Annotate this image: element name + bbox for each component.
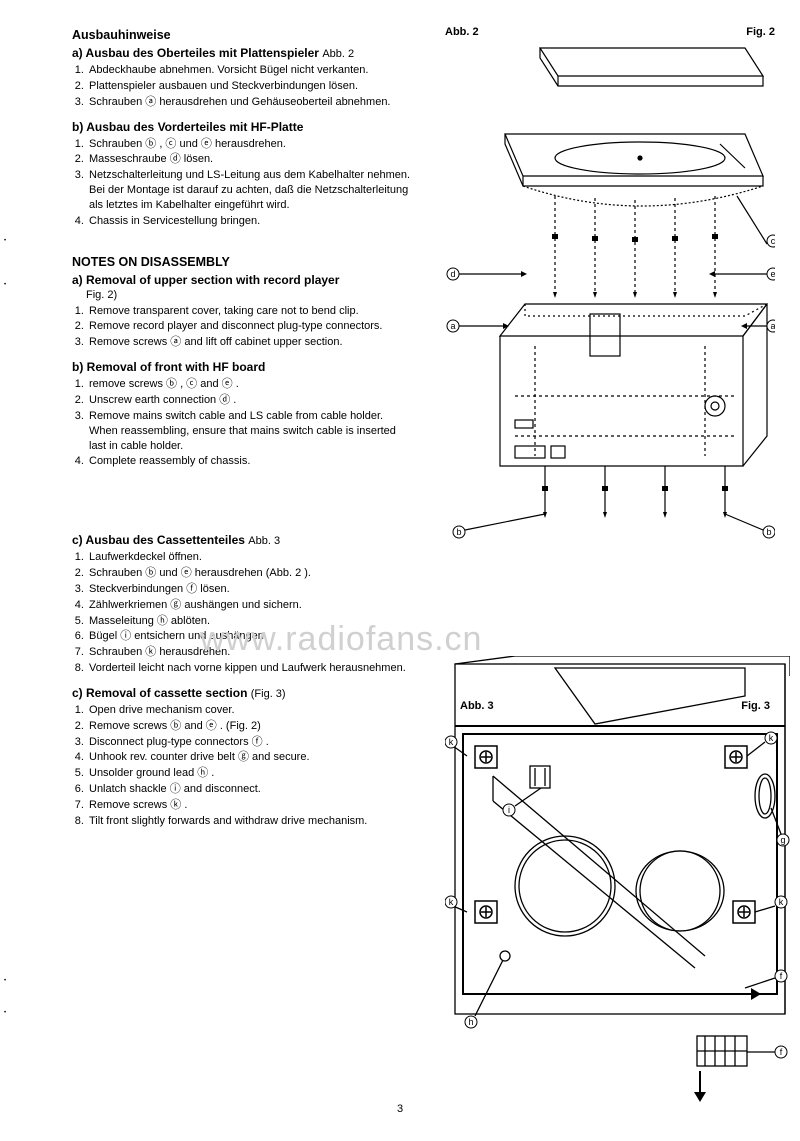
scan-mark: •	[4, 282, 6, 288]
svg-text:h: h	[468, 1017, 473, 1027]
figure-3-svg: k k k k i g h f f	[445, 656, 790, 1136]
svg-text:c: c	[771, 236, 775, 246]
heading-de-c-ref: Abb. 3	[248, 535, 280, 547]
scan-mark: •	[4, 978, 6, 984]
svg-text:b: b	[456, 527, 461, 537]
heading-de-a: a) Ausbau des Oberteiles mit Plattenspie…	[72, 46, 412, 60]
svg-text:k: k	[779, 897, 784, 907]
heading-en-a: a) Removal of upper section with record …	[72, 273, 412, 301]
svg-text:b: b	[766, 527, 771, 537]
text-column: Ausbauhinweise a) Ausbau des Oberteiles …	[72, 28, 412, 839]
list-de-b: Schrauben ⓑ , ⓒ und ⓔ herausdrehen. Mass…	[72, 137, 412, 229]
heading-de-main: Ausbauhinweise	[72, 28, 412, 42]
heading-en-c-ref: (Fig. 3)	[251, 688, 286, 700]
svg-text:i: i	[508, 805, 510, 815]
svg-text:k: k	[449, 897, 454, 907]
list-item: Laufwerkdeckel öffnen.	[87, 550, 412, 565]
heading-en-a-text: a) Removal of upper section with record …	[72, 273, 339, 287]
list-item: Masseschraube ⓓ lösen.	[87, 152, 412, 167]
page: • • • • Abb. 2 Fig. 2 Ausbauhinweise a) …	[0, 0, 800, 1127]
list-item: Remove screws ⓑ and ⓔ . (Fig. 2)	[87, 719, 412, 734]
figure-2-svg: d e c a a b b	[445, 36, 775, 546]
list-item: Bügel ⓘ entsichern und aushängen.	[87, 629, 412, 644]
heading-de-a-ref: Abb. 2	[322, 48, 354, 60]
list-en-b: remove screws ⓑ , ⓒ and ⓔ . Unscrew eart…	[72, 377, 412, 469]
list-item: Unsolder ground lead ⓗ .	[87, 766, 412, 781]
list-item: Tilt front slightly forwards and withdra…	[87, 814, 412, 829]
list-item: Complete reassembly of chassis.	[87, 454, 412, 469]
list-item: Schrauben ⓑ und ⓔ herausdrehen (Abb. 2 )…	[87, 566, 412, 581]
list-item: Unhook rev. counter drive belt ⓖ and sec…	[87, 750, 412, 765]
list-item: Schrauben ⓐ herausdrehen und Gehäuseober…	[87, 95, 412, 110]
list-item: Open drive mechanism cover.	[87, 703, 412, 718]
list-item: Schrauben ⓑ , ⓒ und ⓔ herausdrehen.	[87, 137, 412, 152]
heading-de-c: c) Ausbau des Cassettenteiles Abb. 3	[72, 533, 412, 547]
list-item: Plattenspieler ausbauen und Steckverbind…	[87, 79, 412, 94]
svg-text:g: g	[780, 835, 785, 845]
list-item: Disconnect plug-type connectors ⓕ .	[87, 735, 412, 750]
heading-en-main: NOTES ON DISASSEMBLY	[72, 255, 412, 269]
heading-de-b: b) Ausbau des Vorderteiles mit HF-Platte	[72, 120, 412, 134]
list-item: Zählwerkriemen ⓖ aushängen und sichern.	[87, 598, 412, 613]
svg-text:k: k	[449, 737, 454, 747]
list-item: Chassis in Servicestellung bringen.	[87, 214, 412, 229]
figure-3: k k k k i g h f f	[445, 656, 790, 1136]
scan-mark: •	[4, 238, 6, 244]
list-en-a: Remove transparent cover, taking care no…	[72, 304, 412, 351]
list-item: Unlatch shackle ⓘ and disconnect.	[87, 782, 412, 797]
list-item: Masseleitung ⓗ ablöten.	[87, 614, 412, 629]
heading-en-b: b) Removal of front with HF board	[72, 360, 412, 374]
scan-mark: •	[4, 1010, 6, 1016]
list-item: Remove screws ⓚ .	[87, 798, 412, 813]
svg-text:k: k	[769, 733, 774, 743]
list-item: Remove transparent cover, taking care no…	[87, 304, 412, 319]
heading-de-a-text: a) Ausbau des Oberteiles mit Plattenspie…	[72, 46, 319, 60]
list-item: Steckverbindungen ⓕ lösen.	[87, 582, 412, 597]
list-item: Unscrew earth connection ⓓ .	[87, 393, 412, 408]
heading-de-c-text: c) Ausbau des Cassettenteiles	[72, 533, 245, 547]
heading-en-a-ref: Fig. 2)	[72, 289, 117, 301]
list-de-a: Abdeckhaube abnehmen. Vorsicht Bügel nic…	[72, 63, 412, 110]
heading-en-c: c) Removal of cassette section (Fig. 3)	[72, 686, 412, 700]
list-item: remove screws ⓑ , ⓒ and ⓔ .	[87, 377, 412, 392]
list-en-c: Open drive mechanism cover. Remove screw…	[72, 703, 412, 829]
list-item: Remove screws ⓐ and lift off cabinet upp…	[87, 335, 412, 350]
list-item: Remove mains switch cable and LS cable f…	[87, 409, 412, 454]
svg-text:a: a	[450, 321, 455, 331]
list-item: Vorderteil leicht nach vorne kippen und …	[87, 661, 412, 676]
svg-text:e: e	[770, 269, 775, 279]
heading-en-c-text: c) Removal of cassette section	[72, 686, 247, 700]
list-item: Abdeckhaube abnehmen. Vorsicht Bügel nic…	[87, 63, 412, 78]
svg-text:d: d	[450, 269, 455, 279]
page-number: 3	[0, 1103, 800, 1115]
list-item: Schrauben ⓚ herausdrehen.	[87, 645, 412, 660]
figure-2: d e c a a b b	[445, 36, 775, 546]
list-item: Netzschalterleitung und LS-Leitung aus d…	[87, 168, 412, 213]
svg-text:a: a	[770, 321, 775, 331]
list-item: Remove record player and disconnect plug…	[87, 319, 412, 334]
list-de-c: Laufwerkdeckel öffnen. Schrauben ⓑ und ⓔ…	[72, 550, 412, 676]
